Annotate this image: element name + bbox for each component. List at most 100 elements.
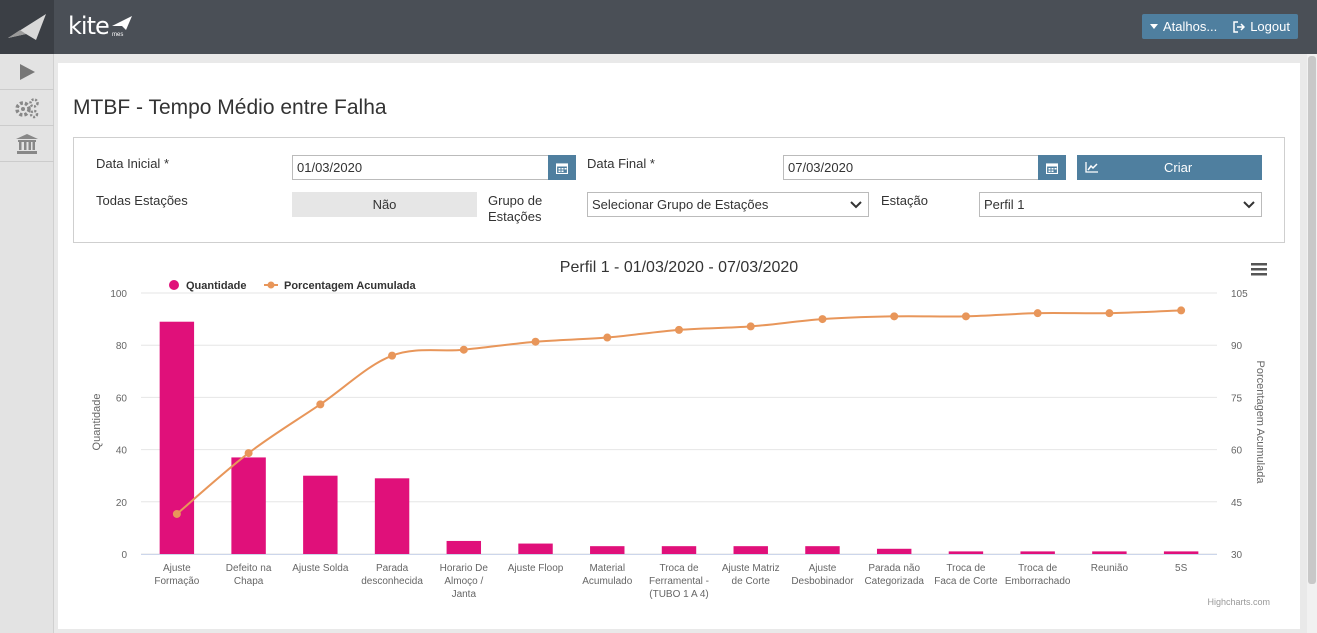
shortcuts-button[interactable]: Atalhos...	[1142, 14, 1225, 39]
y-tick-label-right: 75	[1231, 393, 1243, 404]
end-date-input[interactable]: 07/03/2020	[783, 155, 1041, 180]
logo-icon	[8, 14, 46, 40]
sidebar-item-institution[interactable]	[0, 126, 54, 162]
chart-legend: Quantidade Porcentagem Acumulada	[169, 280, 417, 292]
y-tick-label-right: 90	[1231, 341, 1243, 352]
station-group-value: Selecionar Grupo de Estações	[592, 197, 769, 212]
y-tick-label-left: 40	[116, 446, 128, 457]
station-value: Perfil 1	[984, 197, 1025, 212]
x-tick-label: Troca de Ferramental -(TUBO 1 A 4)	[649, 563, 709, 600]
top-bar	[0, 0, 1317, 54]
cumulative-line	[176, 309, 1182, 515]
line-point[interactable]	[1033, 309, 1042, 318]
line-point[interactable]	[818, 315, 827, 324]
sidebar-item-settings[interactable]	[0, 90, 54, 126]
create-button[interactable]: Criar	[1077, 155, 1262, 180]
line-point[interactable]	[1105, 309, 1114, 318]
x-tick-label: Horario De Almoço / Janta	[440, 563, 489, 600]
pareto-chart: Perfil 1 - 01/03/2020 - 07/03/2020 Quant…	[91, 259, 1270, 607]
y-axis-title-left: Quantidade	[91, 394, 103, 451]
bar[interactable]	[446, 540, 482, 554]
bar[interactable]	[159, 321, 195, 554]
line-point[interactable]	[603, 333, 612, 342]
line-point[interactable]	[244, 449, 253, 458]
start-date-picker-button[interactable]	[548, 155, 576, 180]
bar[interactable]	[1020, 551, 1055, 554]
y-tick-label-left: 100	[110, 289, 127, 300]
sidebar-item-play[interactable]	[0, 54, 54, 90]
chart-menu-button[interactable]	[1251, 263, 1267, 276]
x-tick-label: Defeito na Chapa	[226, 563, 272, 587]
line-point[interactable]	[675, 325, 683, 334]
bar[interactable]	[590, 546, 625, 554]
brand-name: kite	[68, 12, 110, 40]
end-date-label: Data Final *	[587, 156, 655, 171]
y-tick-label-right: 105	[1231, 289, 1248, 300]
chevron-down-icon	[850, 201, 862, 209]
line-point[interactable]	[172, 509, 181, 518]
gears-icon	[15, 97, 39, 118]
start-date-input[interactable]: 01/03/2020	[292, 155, 550, 180]
y-tick-label-left: 0	[121, 550, 127, 561]
x-tick-label: Parada não Categorizada	[864, 563, 924, 587]
y-tick-label-left: 60	[116, 393, 128, 404]
chevron-down-icon	[1243, 201, 1255, 209]
legend-item-porcentagem-acumulada[interactable]: Porcentagem Acumulada	[264, 280, 417, 292]
end-date-picker-button[interactable]	[1038, 155, 1066, 180]
bar[interactable]	[518, 543, 553, 554]
y-tick-label-left: 80	[116, 341, 128, 352]
brand-mark-icon	[112, 16, 132, 30]
x-tick-label: Ajuste Formação	[154, 563, 199, 587]
line-point[interactable]	[316, 400, 325, 409]
y-tick-label-right: 45	[1231, 498, 1243, 509]
page-title: MTBF - Tempo Médio entre Falha	[73, 96, 387, 119]
y-tick-label-right: 30	[1231, 550, 1243, 561]
chart-credits[interactable]: Highcharts.com	[1207, 597, 1270, 607]
x-tick-label: Ajuste Matriz de Corte	[722, 563, 780, 587]
station-group-select[interactable]: Selecionar Grupo de Estações	[587, 192, 869, 217]
x-tick-label: Troca de Emborrachado	[1005, 563, 1071, 587]
filter-box	[73, 137, 1285, 243]
line-point[interactable]	[459, 345, 468, 354]
legend-label: Porcentagem Acumulada	[284, 280, 417, 292]
logout-button[interactable]: Logout	[1225, 14, 1298, 39]
bar[interactable]	[1163, 551, 1199, 554]
all-stations-toggle[interactable]: Não	[292, 192, 477, 217]
bar[interactable]	[661, 546, 697, 554]
y-axis-title-right: Porcentagem Acumulada	[1254, 361, 1266, 485]
bar[interactable]	[876, 548, 912, 554]
bar[interactable]	[303, 475, 338, 554]
bar[interactable]	[805, 546, 840, 554]
station-select[interactable]: Perfil 1	[979, 192, 1262, 217]
start-date-label: Data Inicial *	[96, 156, 169, 171]
caret-down-icon	[1150, 23, 1158, 29]
x-tick-label: Reunião	[1091, 563, 1129, 574]
line-point[interactable]	[388, 351, 397, 360]
top-actions: Atalhos... Logout	[1142, 14, 1298, 39]
station-label: Estação	[881, 193, 928, 208]
station-group-label: Grupo de Estações	[488, 193, 543, 224]
y-tick-label-left: 20	[116, 498, 128, 509]
bar[interactable]	[1092, 551, 1127, 554]
page-scrollbar-thumb[interactable]	[1308, 56, 1316, 584]
x-tick-label: Troca de Faca de Corte	[934, 563, 998, 587]
x-tick-label: Ajuste Desbobinador	[791, 563, 854, 587]
legend-item-quantidade[interactable]: Quantidade	[169, 280, 247, 292]
line-point[interactable]	[746, 322, 755, 331]
line-point[interactable]	[961, 312, 970, 321]
bar[interactable]	[374, 478, 410, 554]
bar[interactable]	[733, 546, 768, 554]
shortcuts-label: Atalhos...	[1163, 19, 1218, 34]
line-point[interactable]	[531, 337, 540, 346]
x-tick-label: Ajuste Floop	[508, 563, 564, 574]
bar[interactable]	[948, 551, 984, 554]
line-point[interactable]	[890, 312, 899, 321]
app-logo[interactable]	[0, 0, 54, 54]
line-point[interactable]	[1177, 306, 1186, 315]
calendar-icon	[556, 162, 568, 174]
line-chart-icon	[1085, 162, 1098, 173]
logout-label: Logout	[1250, 19, 1290, 34]
create-button-label: Criar	[1164, 160, 1193, 175]
x-tick-label: Ajuste Solda	[292, 563, 349, 574]
bar[interactable]	[231, 457, 266, 554]
